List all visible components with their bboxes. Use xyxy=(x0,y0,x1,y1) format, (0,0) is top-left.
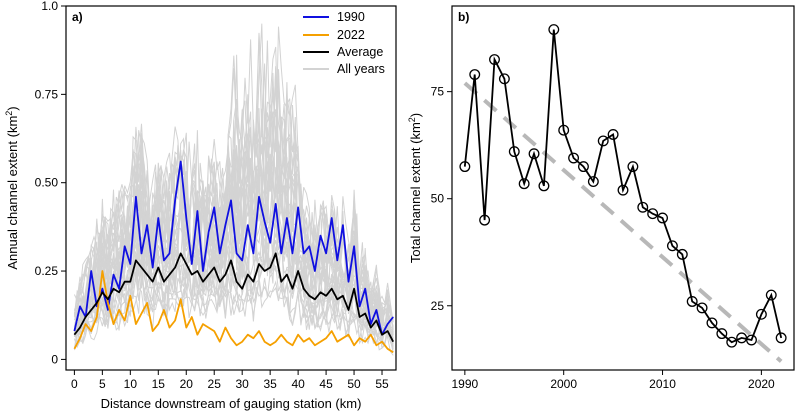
x-tick-label: 1990 xyxy=(451,377,478,391)
data-point xyxy=(676,248,688,260)
panel-b-series xyxy=(459,24,787,363)
data-point xyxy=(736,332,748,344)
panel-a-legend: 1990 2022 Average All years xyxy=(303,10,385,76)
data-point xyxy=(755,308,767,320)
panel-a-x-ticks: 0 5 10 15 20 25 30 35 40 45 50 55 xyxy=(71,370,389,391)
series-1990-line xyxy=(73,160,394,336)
y-tick-label: 25 xyxy=(431,299,445,313)
panel-a-series xyxy=(73,160,394,354)
x-tick-label: 35 xyxy=(263,377,277,391)
legend-label-average: Average xyxy=(337,45,383,59)
x-tick-label: 5 xyxy=(99,377,106,391)
y-tick-label: 0.50 xyxy=(35,176,59,190)
data-point xyxy=(765,289,777,301)
x-tick-label: 55 xyxy=(375,377,389,391)
x-tick-label: 2010 xyxy=(649,377,676,391)
x-tick-label: 2020 xyxy=(748,377,775,391)
panel-a-frame xyxy=(65,5,397,371)
data-point xyxy=(706,317,718,329)
y-tick-label: 0 xyxy=(51,352,58,366)
series-average-line xyxy=(73,252,394,343)
data-point xyxy=(518,178,530,190)
legend-label-all-years: All years xyxy=(337,62,385,76)
data-point xyxy=(666,240,678,252)
x-tick-label: 40 xyxy=(291,377,305,391)
x-tick-label: 2000 xyxy=(550,377,577,391)
data-point xyxy=(548,24,560,36)
x-tick-label: 25 xyxy=(208,377,222,391)
y-tick-label: 50 xyxy=(431,192,445,206)
data-point xyxy=(558,124,570,136)
panel-b-y-ticks: 25 50 75 xyxy=(431,85,452,313)
x-tick-label: 0 xyxy=(71,377,78,391)
panel-a-y-ticks: 0 0.25 0.50 0.75 1.0 xyxy=(35,0,66,366)
data-point xyxy=(469,69,481,80)
data-point xyxy=(528,148,540,160)
y-tick-label: 75 xyxy=(431,85,445,99)
data-point xyxy=(578,161,589,173)
data-point xyxy=(746,334,757,346)
panel-b-y-axis-label: Total channel extent (km2) xyxy=(407,113,423,263)
data-point xyxy=(508,146,520,158)
data-point xyxy=(637,201,649,213)
legend-label-2022: 2022 xyxy=(337,28,365,42)
panel-a-x-axis-label: Distance downstream of gauging station (… xyxy=(101,396,362,411)
all-years-line xyxy=(73,158,394,344)
x-tick-label: 45 xyxy=(319,377,333,391)
data-point xyxy=(627,161,639,173)
data-point xyxy=(686,296,698,307)
all-years-line xyxy=(73,108,394,337)
panel-a: 0 5 10 15 20 25 30 35 40 45 50 55 00.250.500.751.0 … xyxy=(4,0,397,411)
y-tick-label: 0.75 xyxy=(35,87,59,101)
x-tick-label: 50 xyxy=(347,377,361,391)
panel-b: 1990 2000 2010 2020 25 50 75 b) Total channel… xyxy=(407,5,795,391)
data-point xyxy=(647,208,659,220)
all-years-line xyxy=(73,205,394,347)
y-tick-label: 0.25 xyxy=(35,264,59,278)
series-2022-line xyxy=(73,270,394,354)
data-point xyxy=(716,328,728,340)
legend-label-1990: 1990 xyxy=(337,10,365,24)
y-tick-label: 1.0 xyxy=(41,0,58,13)
panel-a-y-axis-label: Annual channel extent (km2) xyxy=(4,106,20,269)
x-tick-label: 20 xyxy=(180,377,194,391)
all-years-line xyxy=(73,224,394,353)
data-point xyxy=(479,214,491,226)
data-point xyxy=(568,152,580,164)
data-point xyxy=(696,302,708,314)
panel-a-label: a) xyxy=(72,10,83,24)
panel-b-frame xyxy=(451,5,795,371)
data-point xyxy=(459,161,471,173)
data-point xyxy=(538,180,550,192)
data-point xyxy=(726,336,738,348)
data-point xyxy=(657,212,668,224)
x-tick-label: 15 xyxy=(152,377,166,391)
x-tick-label: 10 xyxy=(124,377,138,391)
x-tick-label: 30 xyxy=(236,377,250,391)
data-point xyxy=(587,176,599,188)
data-point xyxy=(498,73,510,85)
data-point xyxy=(617,184,629,196)
data-point xyxy=(597,135,609,147)
data-point xyxy=(489,54,500,65)
data-point xyxy=(607,129,619,140)
panel-b-label: b) xyxy=(458,10,469,24)
panel-b-x-ticks: 1990 2000 2010 2020 xyxy=(451,370,775,391)
data-point xyxy=(775,332,787,344)
trend-line xyxy=(463,81,783,363)
